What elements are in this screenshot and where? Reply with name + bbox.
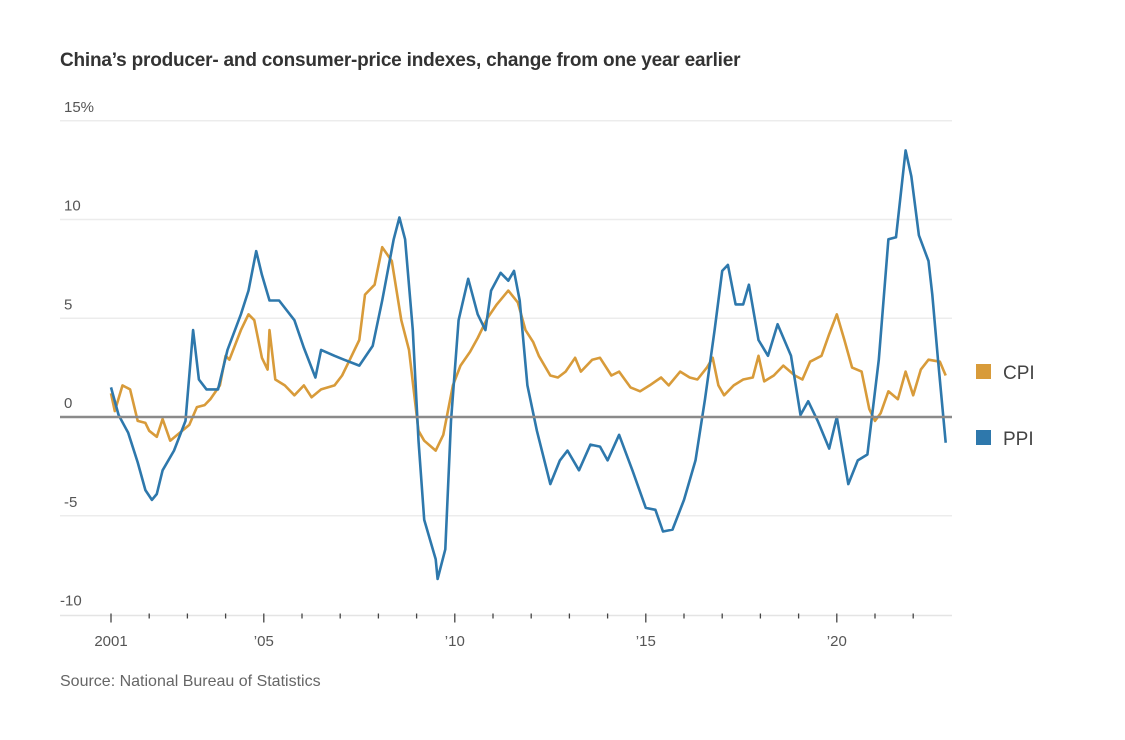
y-tick-label: -5 bbox=[64, 494, 77, 511]
y-tick-label: 0 bbox=[64, 395, 72, 412]
x-tick-label: ’10 bbox=[445, 633, 465, 650]
x-tick-label: ’20 bbox=[827, 633, 847, 650]
y-tick-label: 15% bbox=[64, 99, 94, 116]
y-tick-label: -10 bbox=[60, 593, 82, 610]
legend-label-cpi: CPI bbox=[1003, 363, 1035, 384]
x-tick-label: ’05 bbox=[254, 633, 274, 650]
chart-title: China’s producer- and consumer-price ind… bbox=[60, 50, 741, 71]
series-line-cpi bbox=[109, 245, 947, 452]
legend-label-ppi: PPI bbox=[1003, 429, 1034, 450]
legend-swatch-cpi bbox=[976, 364, 991, 379]
legend-swatch-ppi bbox=[976, 430, 991, 445]
x-tick-label: ’15 bbox=[636, 633, 656, 650]
series-line-ppi bbox=[109, 149, 947, 581]
y-tick-label: 10 bbox=[64, 198, 81, 215]
x-tick-label: 2001 bbox=[94, 633, 127, 650]
y-tick-label: 5 bbox=[64, 296, 72, 313]
chart-source: Source: National Bureau of Statistics bbox=[60, 673, 321, 690]
